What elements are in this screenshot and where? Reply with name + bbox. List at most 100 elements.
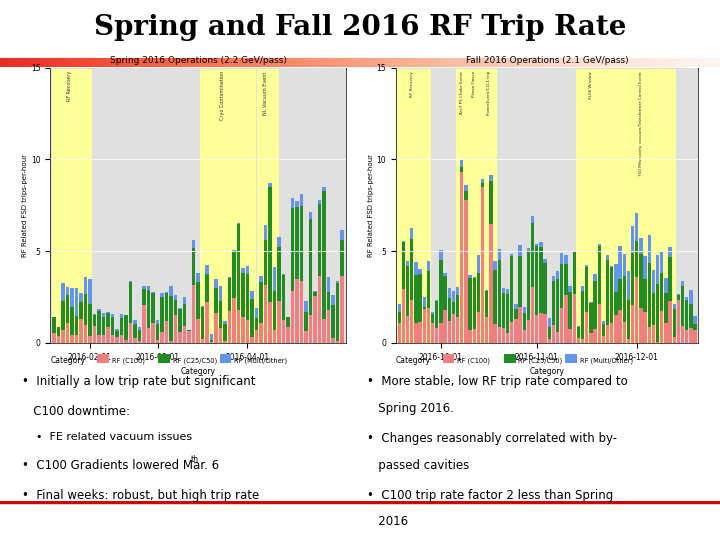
Bar — [660, 273, 663, 312]
Bar — [246, 320, 249, 343]
Bar — [589, 303, 593, 334]
Bar — [75, 288, 78, 316]
Bar — [331, 295, 335, 305]
Bar — [481, 179, 485, 183]
Bar — [639, 254, 642, 308]
Bar — [572, 252, 576, 294]
Bar — [626, 339, 630, 343]
Bar — [506, 288, 509, 294]
Bar — [485, 290, 488, 291]
Bar — [228, 278, 231, 311]
Bar — [439, 323, 443, 343]
Bar — [485, 317, 488, 343]
Bar — [469, 330, 472, 343]
Bar — [273, 329, 276, 343]
Bar — [626, 300, 630, 339]
Bar — [577, 327, 580, 338]
Bar — [606, 325, 609, 343]
Bar — [102, 318, 105, 335]
Bar — [169, 341, 173, 343]
Bar — [631, 305, 634, 343]
Bar — [464, 185, 468, 191]
Bar — [287, 327, 289, 343]
Bar — [556, 271, 559, 279]
Bar — [156, 340, 159, 343]
Bar — [427, 308, 430, 343]
Bar — [165, 293, 168, 321]
Bar — [423, 307, 426, 309]
X-axis label: Category: Category — [181, 367, 215, 376]
Bar — [179, 332, 181, 343]
Bar — [219, 301, 222, 328]
Bar — [477, 312, 480, 343]
Bar — [138, 341, 141, 343]
Bar — [273, 291, 276, 329]
Text: 750 MHz cavity vacuum/Transformer Control Event: 750 MHz cavity vacuum/Transformer Contro… — [639, 71, 643, 176]
Bar — [160, 332, 163, 343]
Bar — [75, 335, 78, 343]
Bar — [53, 317, 56, 333]
Bar — [431, 314, 434, 322]
Bar — [300, 280, 303, 343]
Bar — [531, 223, 534, 287]
Bar — [502, 293, 505, 328]
Bar — [518, 307, 522, 343]
Bar — [397, 68, 431, 343]
Bar — [444, 276, 447, 310]
Text: RF (C100): RF (C100) — [457, 357, 490, 364]
Bar — [291, 208, 294, 291]
Bar — [614, 264, 618, 292]
Bar — [668, 301, 672, 343]
Bar — [264, 285, 267, 343]
Bar — [535, 315, 539, 343]
Bar — [439, 260, 443, 323]
Bar — [647, 327, 651, 343]
Bar — [689, 328, 693, 343]
Bar — [493, 261, 497, 271]
Text: 11/NN: 11/NN — [313, 514, 349, 527]
Bar — [635, 213, 639, 241]
Text: •  Final weeks: robust, but high trip rate: • Final weeks: robust, but high trip rat… — [22, 489, 259, 502]
Bar — [644, 256, 647, 279]
Bar — [631, 253, 634, 305]
Bar — [215, 288, 217, 313]
Text: •  Changes reasonably correlated with by-: • Changes reasonably correlated with by- — [367, 432, 617, 445]
Bar — [71, 335, 73, 343]
Bar — [340, 276, 344, 343]
Bar — [564, 255, 567, 264]
Bar — [84, 325, 87, 343]
Bar — [427, 261, 430, 271]
Bar — [514, 319, 518, 343]
Bar — [304, 312, 307, 331]
Bar — [472, 329, 476, 343]
Bar — [589, 334, 593, 343]
Bar — [205, 302, 209, 343]
Bar — [327, 292, 330, 310]
Bar — [693, 316, 697, 323]
Bar — [71, 288, 73, 307]
Title: Spring 2016 Operations (2.2 GeV/pass): Spring 2016 Operations (2.2 GeV/pass) — [109, 56, 287, 65]
Bar — [556, 279, 559, 332]
Bar — [183, 304, 186, 326]
Bar — [564, 264, 567, 295]
Text: PowerEvent/C1L1 trip: PowerEvent/C1L1 trip — [487, 71, 491, 116]
Text: Category: Category — [396, 356, 431, 366]
Bar — [647, 264, 651, 327]
Bar — [456, 287, 459, 295]
Bar — [477, 273, 480, 312]
Bar — [614, 292, 618, 315]
Bar — [147, 328, 150, 343]
Text: •  Initially a low trip rate but significant: • Initially a low trip rate but signific… — [22, 375, 255, 388]
Bar — [111, 316, 114, 335]
Bar — [133, 339, 137, 343]
Text: RF (Multi/Other): RF (Multi/Other) — [234, 357, 287, 364]
Text: Jefferson Lab: Jefferson Lab — [595, 514, 672, 527]
Bar — [201, 339, 204, 343]
Bar — [61, 330, 65, 343]
Bar — [237, 223, 240, 224]
Bar — [514, 309, 518, 319]
Bar — [156, 320, 159, 324]
Bar — [309, 219, 312, 315]
Bar — [147, 290, 150, 328]
Bar — [414, 275, 418, 323]
